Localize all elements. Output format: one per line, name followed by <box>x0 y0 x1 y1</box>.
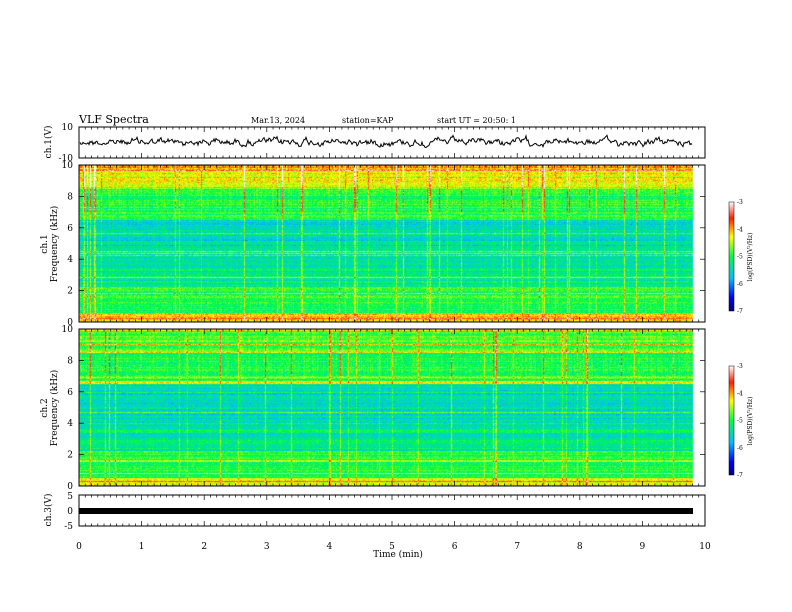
x-tick-label-0: 0 <box>76 542 82 552</box>
x-tick-label-5: 5 <box>389 542 395 552</box>
panel2-ytick-6: 6 <box>67 224 73 234</box>
panel3-ytick-6: 6 <box>67 388 73 398</box>
x-tick-label-4: 4 <box>327 542 333 552</box>
ch1-spectrogram-image <box>79 165 705 322</box>
x-tick-label-3: 3 <box>264 542 270 552</box>
panel3-ytick-4: 4 <box>67 419 73 429</box>
colorbar1-tick--3: -3 <box>737 199 743 206</box>
x-tick-label-10: 10 <box>699 542 711 552</box>
colorbar1-tick--4: -4 <box>737 226 743 233</box>
panel2-ytick-0: 0 <box>67 318 73 328</box>
header-station: station=KAP <box>342 116 394 125</box>
panel-ch1-waveform: 10 -10 ch.1(V) <box>43 123 706 164</box>
x-tick-label-1: 1 <box>139 542 145 552</box>
panel3-channel-label: ch.2 <box>40 398 50 417</box>
x-axis-label: Time (min) <box>373 549 423 560</box>
panel4-ylabel: ch.3(V) <box>43 494 54 527</box>
colorbar2-tick--3: -3 <box>737 363 743 370</box>
panel1-ytick-top: 10 <box>62 123 74 133</box>
colorbar2-tick--6: -6 <box>737 445 743 452</box>
time-ticks <box>78 127 706 526</box>
panel3-ytick-10: 10 <box>62 325 74 335</box>
panel2-ylabel: Frequency (kHz) <box>49 206 60 283</box>
colorbar1 <box>728 201 735 312</box>
colorbar2 <box>728 365 735 476</box>
panel1-ytick-bottom: -10 <box>59 154 74 164</box>
colorbar1-tick--7: -7 <box>737 308 743 315</box>
x-tick-label-6: 6 <box>452 542 458 552</box>
colorbar1-tick--6: -6 <box>737 281 743 288</box>
header-date: Mar.13, 2024 <box>251 116 305 125</box>
panel3-ytick-8: 8 <box>67 356 73 366</box>
colorbar2-tick--5: -5 <box>737 418 743 425</box>
panel4-ytick-mid: 0 <box>67 507 73 517</box>
colorbar2-label: log(PSD)(V²/Hz) <box>747 397 754 446</box>
panel1-ylabel: ch.1(V) <box>43 126 54 159</box>
ch3-waveform-band <box>79 508 693 514</box>
figure-title: VLF Spectra <box>78 113 149 126</box>
colorbar1-label: log(PSD)(V²/Hz) <box>747 233 754 282</box>
x-tick-label-7: 7 <box>514 542 520 552</box>
x-tick-label-2: 2 <box>201 542 207 552</box>
ch1-waveform-line <box>79 134 693 149</box>
panel3-ylabel: Frequency (kHz) <box>49 370 60 447</box>
colorbar1-tick--5: -5 <box>737 254 743 261</box>
panel2-ytick-10: 10 <box>62 161 74 171</box>
panel3-ytick-0: 0 <box>67 482 73 492</box>
x-tick-label-8: 8 <box>577 542 583 552</box>
panel2-channel-label: ch.1 <box>40 234 50 253</box>
header-start-time: start UT = 20:50: 1 <box>437 116 516 125</box>
panel3-ytick-2: 2 <box>67 451 73 461</box>
panel2-ytick-4: 4 <box>67 255 73 265</box>
x-tick-label-9: 9 <box>640 542 646 552</box>
colorbar2-tick--7: -7 <box>737 472 743 479</box>
panel4-ytick-bottom: -5 <box>64 522 73 532</box>
panel2-ytick-2: 2 <box>67 287 73 297</box>
panel2-ytick-8: 8 <box>67 192 73 202</box>
colorbar2-tick--4: -4 <box>737 390 743 397</box>
panel4-ytick-top: 5 <box>67 492 73 502</box>
ch2-spectrogram-image <box>79 329 705 486</box>
